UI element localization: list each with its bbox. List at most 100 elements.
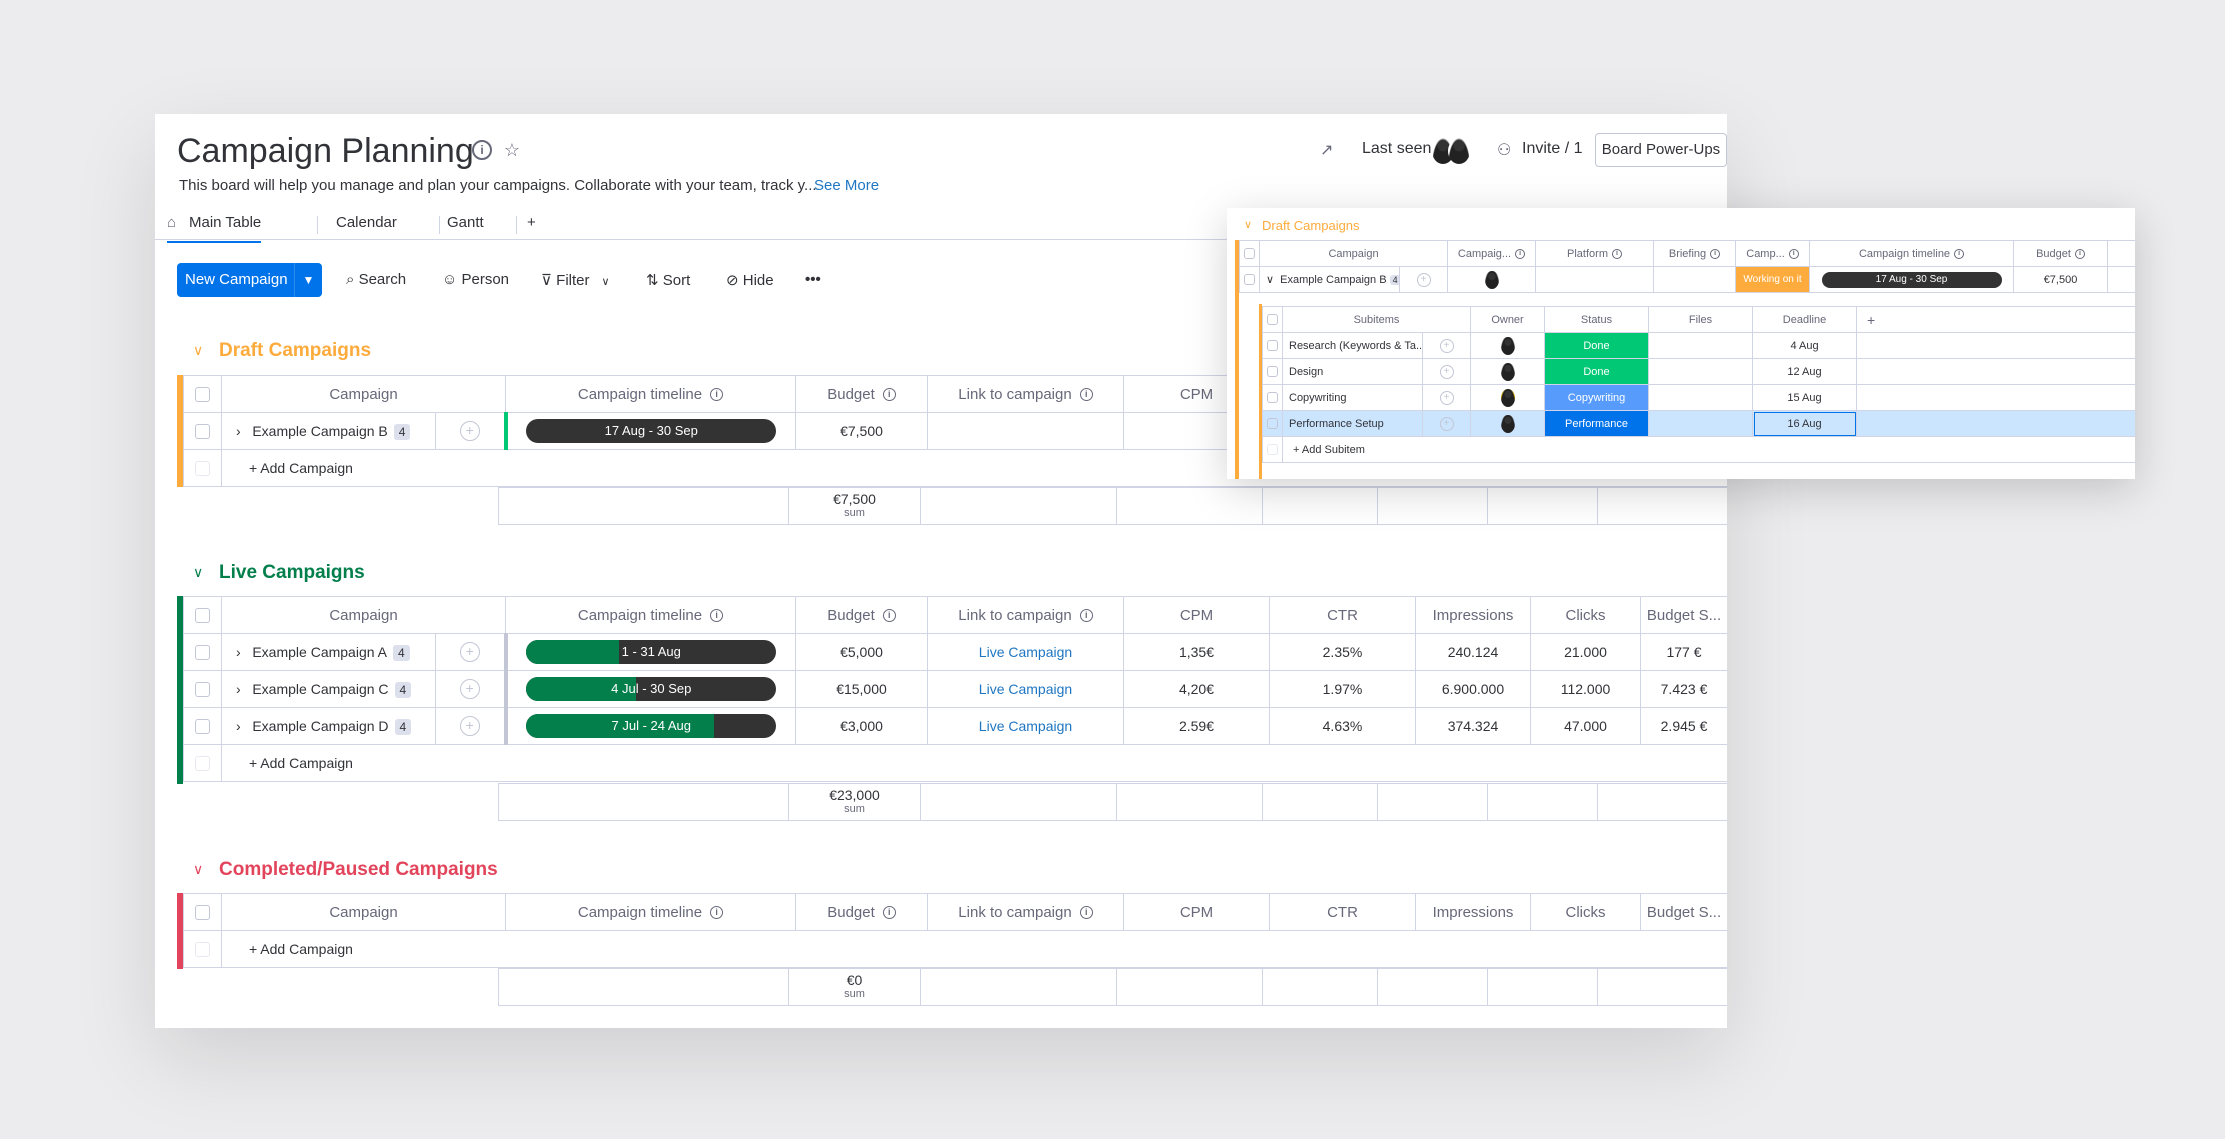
checkbox[interactable]	[1267, 392, 1278, 404]
update-cell[interactable]: +	[1421, 410, 1472, 437]
cpm-cell[interactable]: 4,20€	[1123, 670, 1270, 708]
table-row[interactable]: › Example Campaign D 4 + 7 Jul - 24 Aug €…	[183, 707, 1727, 745]
files-cell[interactable]	[1648, 332, 1754, 359]
timeline-cell[interactable]: 7 Jul - 24 Aug	[503, 707, 796, 745]
campaign-link[interactable]: Live Campaign	[978, 718, 1073, 734]
subitem-count-badge[interactable]: 4	[392, 644, 410, 661]
table-row[interactable]: › Example Campaign C 4 + 4 Jul - 30 Sep €…	[183, 670, 1727, 708]
group-title-draft[interactable]: Draft Campaigns	[219, 340, 372, 361]
column-header-campaign[interactable]: Campaign	[1258, 240, 1449, 267]
checkbox[interactable]	[1244, 248, 1255, 260]
expand-icon[interactable]: ›	[236, 643, 253, 660]
column-header-ctr[interactable]: CTR	[1269, 596, 1416, 634]
owner-cell[interactable]	[1470, 410, 1546, 437]
campaign-name-cell[interactable]: › Example Campaign A 4	[221, 633, 436, 671]
table-row[interactable]: Design + Done 12 Aug	[1262, 358, 2135, 385]
chevron-down-icon[interactable]: ∨	[193, 861, 204, 877]
budget-cell[interactable]: €15,000	[795, 670, 928, 708]
column-header-status[interactable]: Status	[1544, 306, 1650, 333]
owner-cell[interactable]	[1470, 384, 1546, 411]
person-filter-button[interactable]: ☺ Person	[442, 271, 509, 288]
update-cell[interactable]: +	[1421, 358, 1472, 385]
owner-cell[interactable]	[1470, 358, 1546, 385]
files-cell[interactable]	[1648, 358, 1754, 385]
subitem-count-badge[interactable]: 4	[1389, 275, 1399, 285]
update-cell[interactable]: +	[1398, 266, 1449, 293]
budget-spent-cell[interactable]: 7.423 €	[1640, 670, 1727, 708]
subitem-count-badge[interactable]: 4	[393, 423, 411, 440]
column-header-files[interactable]: Files	[1648, 306, 1754, 333]
link-cell[interactable]	[927, 412, 1124, 450]
row-select-cell[interactable]	[1262, 332, 1283, 359]
add-update-icon[interactable]: +	[1439, 338, 1454, 353]
link-cell[interactable]: Live Campaign	[927, 670, 1124, 708]
column-header-subitems[interactable]: Subitems	[1281, 306, 1472, 333]
owner-cell[interactable]	[1470, 332, 1546, 359]
add-column-button[interactable]: +	[1856, 306, 2135, 333]
column-header-cpm[interactable]: CPM	[1123, 596, 1270, 634]
expand-icon[interactable]: ›	[236, 422, 253, 439]
checkbox[interactable]	[195, 424, 210, 440]
timeline-bar[interactable]: 17 Aug - 30 Sep	[1821, 271, 2002, 288]
add-row[interactable]: + Add Campaign	[183, 744, 1727, 782]
hide-button[interactable]: ⊘ Hide	[726, 271, 774, 289]
row-select-cell[interactable]	[183, 412, 222, 450]
avatar[interactable]	[1484, 270, 1499, 289]
row-select-cell[interactable]	[183, 707, 222, 745]
person-icon[interactable]: ⚇	[1497, 142, 1512, 159]
budget-cell[interactable]: €7,500	[795, 412, 928, 450]
column-header-budget[interactable]: Budget i	[795, 596, 928, 634]
column-header-owner[interactable]: Campaig... i	[1447, 240, 1537, 267]
column-header-campaign[interactable]: Campaign	[221, 375, 506, 413]
info-icon[interactable]: i	[1954, 248, 1965, 259]
expand-icon[interactable]: ›	[236, 717, 253, 734]
column-header-cpm[interactable]: CPM	[1123, 893, 1270, 931]
subitem-name-cell[interactable]: Performance Setup	[1282, 410, 1423, 437]
column-header-impressions[interactable]: Impressions	[1415, 893, 1531, 931]
subitem-count-badge[interactable]: 4	[394, 718, 412, 735]
impressions-cell[interactable]: 374.324	[1415, 707, 1531, 745]
info-icon[interactable]: i	[1079, 388, 1093, 402]
info-icon[interactable]: i	[710, 906, 724, 920]
row-select-cell[interactable]	[1262, 358, 1283, 385]
checkbox[interactable]	[195, 645, 210, 661]
select-all-cell[interactable]	[183, 596, 222, 634]
tab-main-table[interactable]: ⌂ Main Table	[167, 214, 262, 243]
status-cell[interactable]: Copywriting	[1544, 384, 1650, 411]
column-header-briefing[interactable]: Briefing i	[1653, 240, 1737, 267]
invite-button[interactable]: Invite / 1	[1522, 140, 1583, 157]
status-cell[interactable]: Performance	[1544, 410, 1650, 437]
add-view-button[interactable]: +	[527, 214, 536, 231]
expand-icon[interactable]: ›	[236, 680, 253, 697]
more-options-button[interactable]: •••	[805, 271, 821, 288]
add-update-icon[interactable]: +	[459, 421, 480, 441]
chevron-down-icon[interactable]: ∨	[193, 564, 204, 580]
info-icon[interactable]: i	[1788, 248, 1799, 259]
deadline-cell[interactable]: 15 Aug	[1752, 384, 1858, 411]
tab-gantt[interactable]: Gantt	[447, 214, 484, 231]
column-header-clicks[interactable]: Clicks	[1530, 893, 1641, 931]
status-cell[interactable]: Working on it	[1735, 266, 1811, 293]
see-more-link[interactable]: See More	[814, 177, 880, 194]
avatar[interactable]	[1500, 336, 1515, 355]
clicks-cell[interactable]: 112.000	[1530, 670, 1641, 708]
chevron-down-icon[interactable]: ∨	[193, 342, 204, 358]
budget-cell[interactable]: €3,000	[795, 707, 928, 745]
campaign-name-cell[interactable]: › Example Campaign D 4	[221, 707, 436, 745]
column-header-timeline[interactable]: Campaign timeline i	[505, 375, 796, 413]
budget-spent-cell[interactable]: 177 €	[1640, 633, 1727, 671]
checkbox[interactable]	[195, 719, 210, 735]
campaign-link[interactable]: Live Campaign	[978, 681, 1073, 697]
column-header-impressions[interactable]: Impressions	[1415, 596, 1531, 634]
link-cell[interactable]: Live Campaign	[927, 633, 1124, 671]
subitem-name-cell[interactable]: Design	[1282, 358, 1423, 385]
checkbox[interactable]	[195, 387, 210, 403]
deadline-cell[interactable]: 16 Aug	[1752, 410, 1858, 437]
ctr-cell[interactable]: 1.97%	[1269, 670, 1416, 708]
update-cell[interactable]: +	[1421, 332, 1472, 359]
sort-button[interactable]: ⇅ Sort	[646, 271, 690, 289]
info-icon[interactable]: i	[472, 140, 492, 160]
add-row[interactable]: + Add Subitem	[1262, 436, 2135, 463]
checkbox[interactable]	[195, 905, 210, 921]
timeline-cell[interactable]: 17 Aug - 30 Sep	[503, 412, 796, 450]
